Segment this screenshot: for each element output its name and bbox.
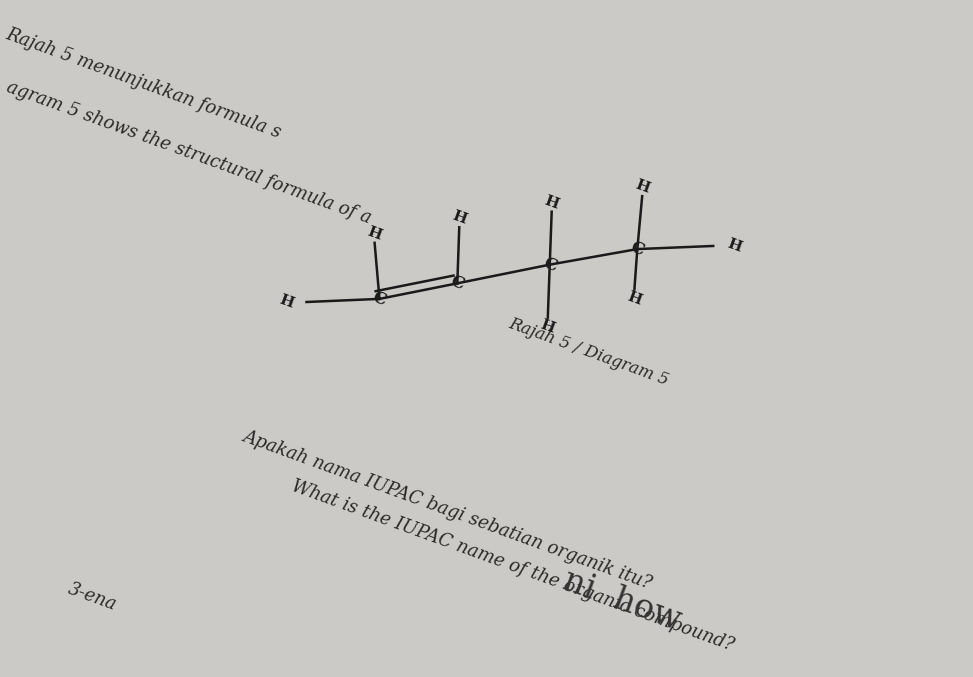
Text: C: C bbox=[629, 239, 646, 259]
Text: agram 5 shows the structural formula of a: agram 5 shows the structural formula of … bbox=[4, 78, 374, 227]
Text: Rajah 5 menunjukkan formula s: Rajah 5 menunjukkan formula s bbox=[4, 25, 284, 141]
Text: Rajah 5 / Diagram 5: Rajah 5 / Diagram 5 bbox=[506, 315, 671, 389]
Text: What is the IUPAC name of the organic compound?: What is the IUPAC name of the organic co… bbox=[289, 477, 736, 655]
Text: ni  how: ni how bbox=[559, 564, 686, 636]
Text: H: H bbox=[450, 209, 468, 227]
Text: Apakah nama IUPAC bagi sebatian organik itu?: Apakah nama IUPAC bagi sebatian organik … bbox=[240, 427, 654, 593]
Text: H: H bbox=[277, 293, 295, 311]
Text: H: H bbox=[633, 178, 651, 196]
Text: H: H bbox=[726, 237, 743, 255]
Text: H: H bbox=[626, 290, 643, 308]
Text: C: C bbox=[371, 288, 388, 309]
Text: H: H bbox=[366, 225, 383, 242]
Text: H: H bbox=[539, 318, 557, 336]
Text: H: H bbox=[543, 194, 560, 211]
Text: C: C bbox=[541, 255, 559, 275]
Text: 3-ena: 3-ena bbox=[65, 580, 119, 614]
Text: C: C bbox=[449, 273, 466, 294]
